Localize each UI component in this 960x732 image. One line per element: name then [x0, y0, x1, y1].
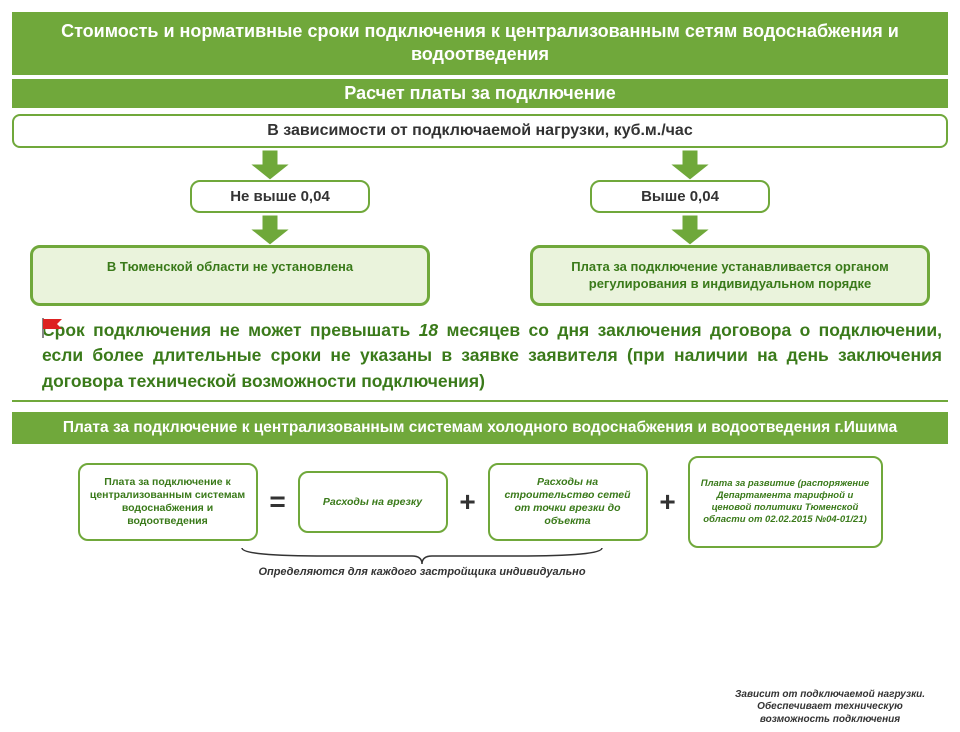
brace-row: Определяются для каждого застройщика инд…	[12, 550, 948, 584]
formula-row: Плата за подключение к централизованным …	[12, 456, 948, 548]
brace-icon	[237, 546, 607, 566]
flag-icon	[40, 316, 66, 338]
arrow-down-icon	[250, 150, 290, 180]
subtitle-band: Расчет платы за подключение	[12, 79, 948, 108]
result-left: В Тюменской области не установлена	[30, 245, 430, 306]
result-row: В Тюменской области не установлена Плата…	[30, 245, 930, 306]
arrow-down-icon	[670, 215, 710, 245]
dependency-box: В зависимости от подключаемой нагрузки, …	[12, 114, 948, 148]
formula-box-2: Расходы на врезку	[298, 471, 448, 533]
op-equals: =	[266, 486, 290, 518]
foot-note: Зависит от подключаемой нагрузки. Обеспе…	[730, 689, 930, 727]
threshold-left: Не выше 0,04	[190, 180, 370, 213]
fee-bar: Плата за подключение к централизованным …	[12, 412, 948, 444]
arrow-down-icon	[250, 215, 290, 245]
brace-label: Определяются для каждого застройщика инд…	[237, 566, 607, 578]
arrow-row-1	[12, 150, 948, 180]
op-plus-2: +	[656, 486, 680, 518]
formula-box-1: Плата за подключение к централизованным …	[78, 463, 258, 541]
title-band: Стоимость и нормативные сроки подключени…	[12, 12, 948, 75]
formula-box-3: Расходы на строительство сетей от точки …	[488, 463, 648, 541]
deadline-note: Срок подключения не может превышать 18 м…	[12, 314, 948, 402]
op-plus-1: +	[456, 486, 480, 518]
note-prefix: Срок подключения не может превышать	[42, 320, 419, 340]
threshold-row: Не выше 0,04 Выше 0,04	[12, 180, 948, 213]
formula-box-4: Плата за развитие (распоряжение Департам…	[688, 456, 883, 548]
note-months: 18	[419, 320, 438, 340]
result-right: Плата за подключение устанавливается орг…	[530, 245, 930, 306]
threshold-right: Выше 0,04	[590, 180, 770, 213]
arrow-row-2	[12, 215, 948, 245]
arrow-down-icon	[670, 150, 710, 180]
